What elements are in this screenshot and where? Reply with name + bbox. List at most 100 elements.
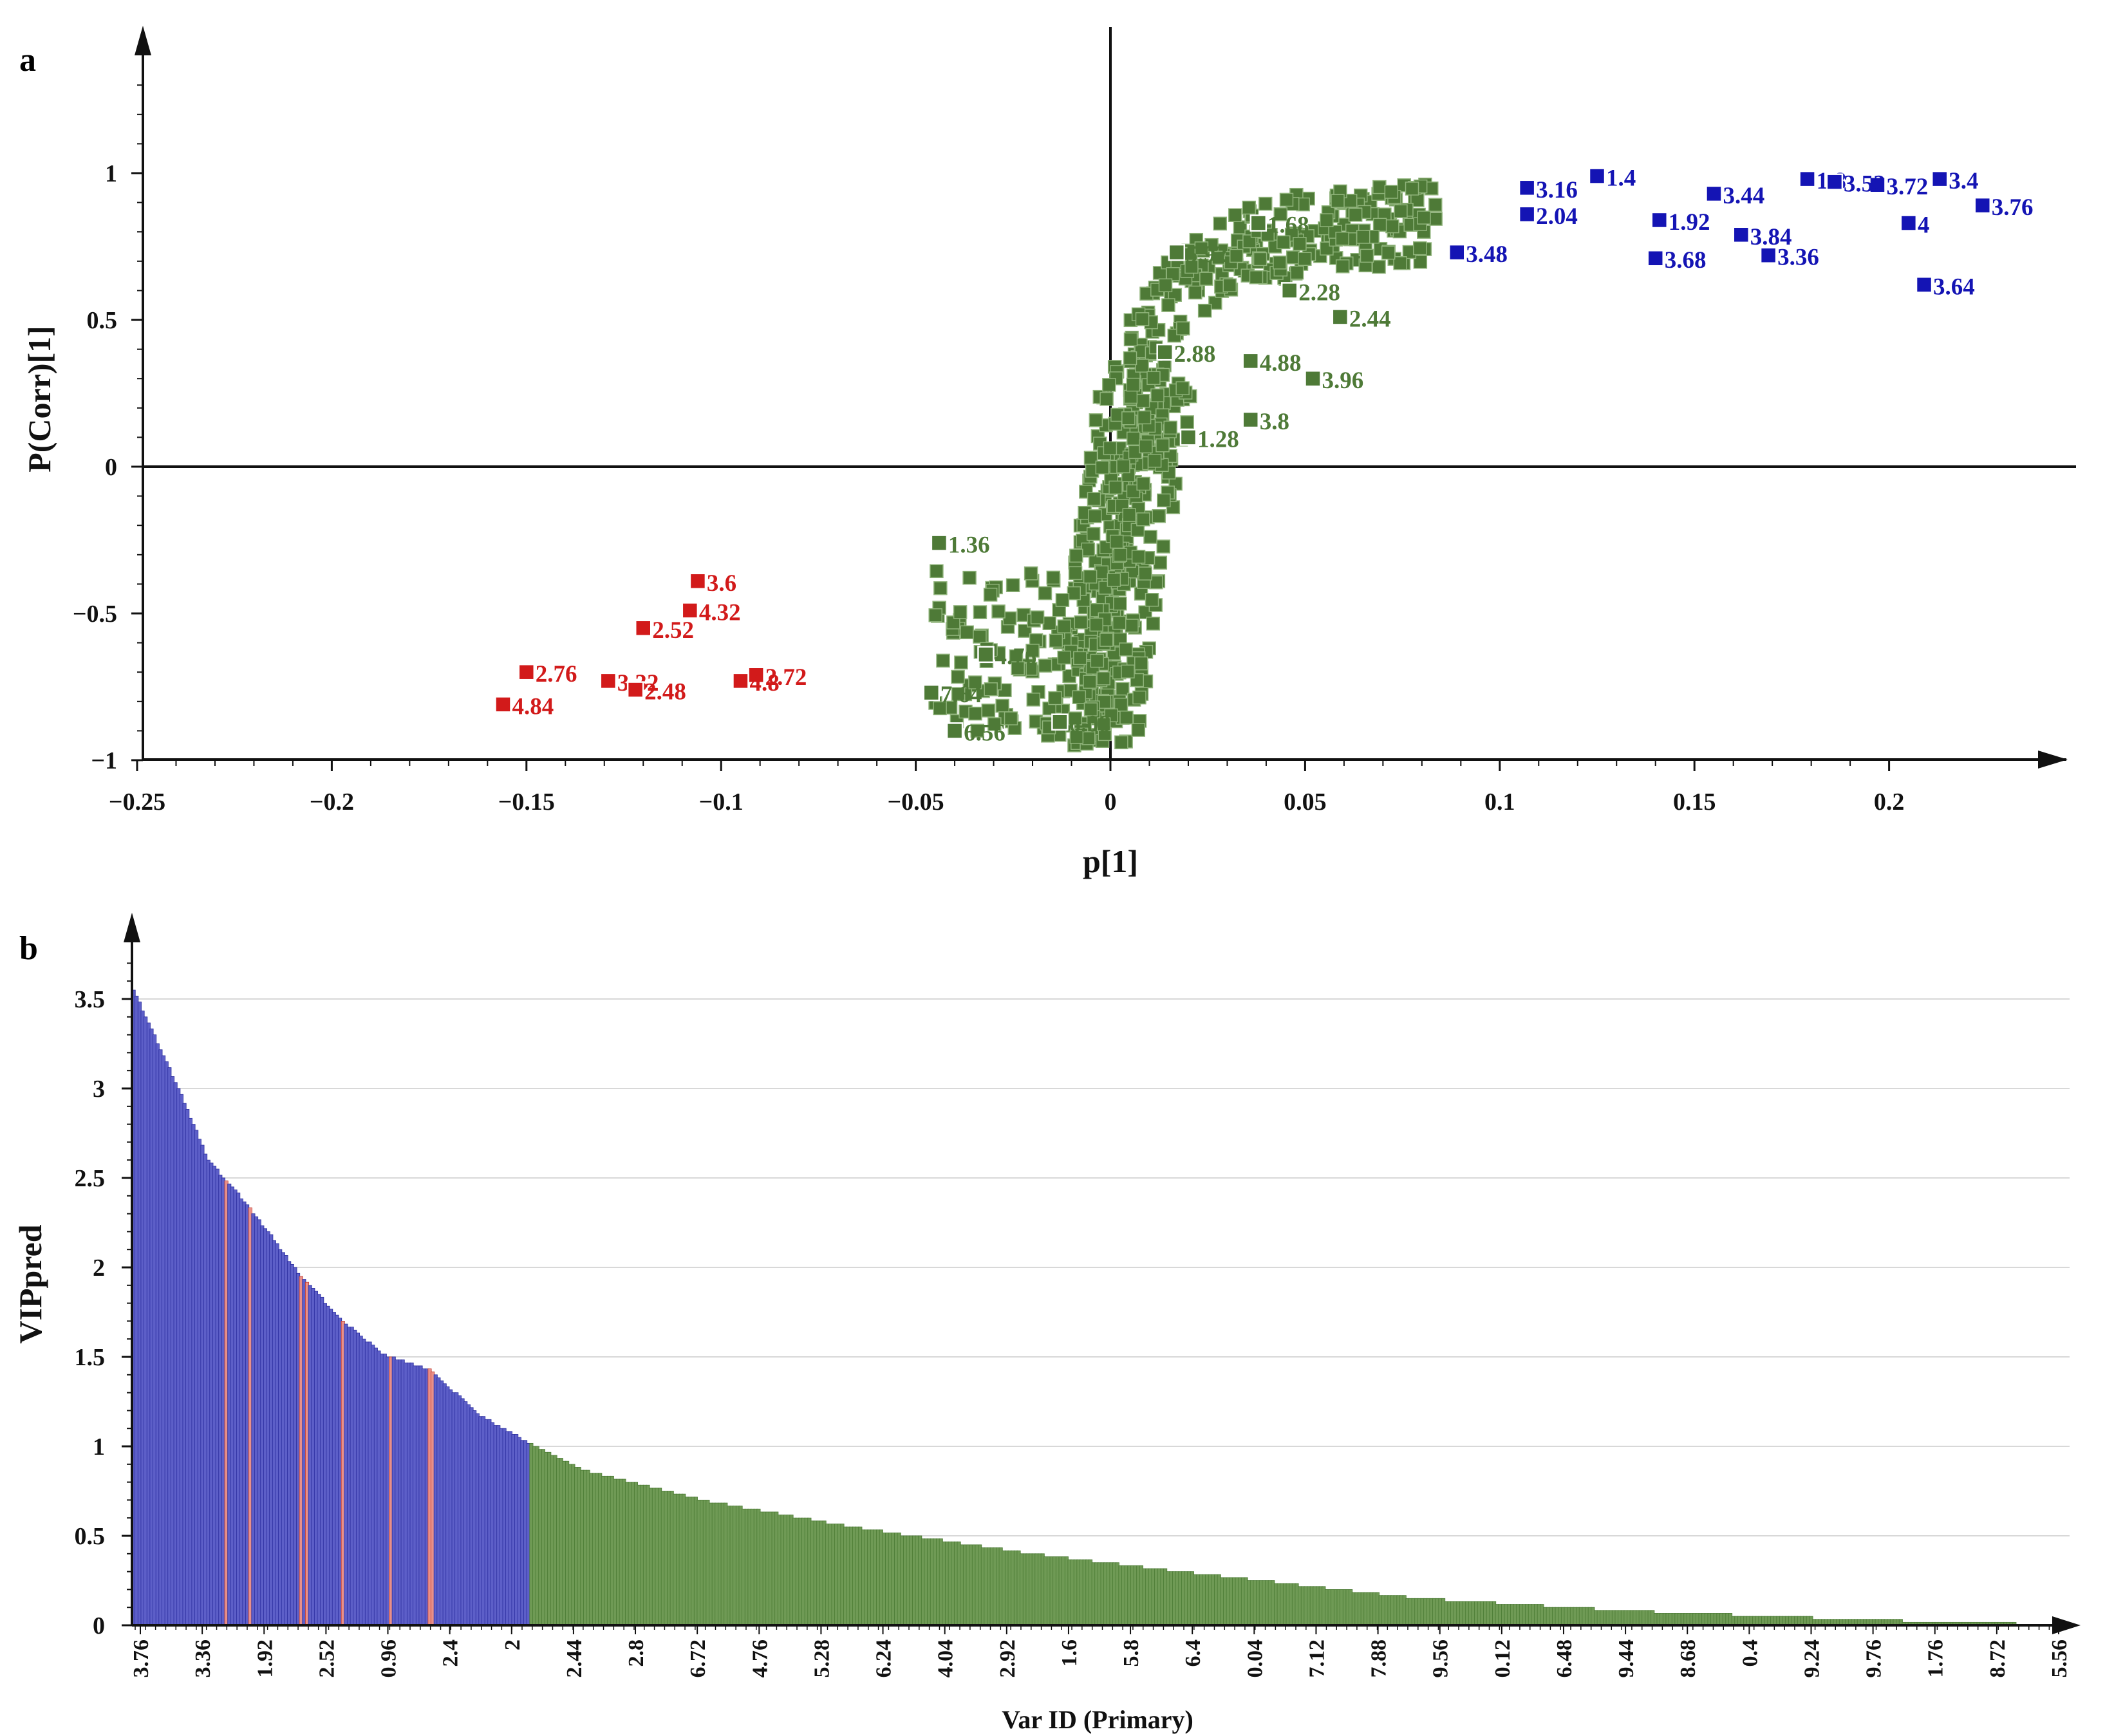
y-tick-label: 0.5 — [75, 1523, 106, 1550]
neutral-marker — [973, 605, 987, 619]
neutral-marker — [1125, 619, 1139, 633]
data-point-negative — [599, 672, 617, 690]
series-positive: 1.4 3.4 3.76 4 3.72 3.843.36 3.68 3.64 1.92 3.44 2… — [1448, 165, 2034, 300]
data-point-positive — [1974, 196, 1992, 214]
x-tick-label: 1.76 — [1924, 1639, 1948, 1678]
neutral-marker — [1147, 454, 1162, 468]
neutral-marker — [1096, 671, 1110, 686]
neutral-marker — [962, 570, 977, 585]
neutral-marker — [1024, 566, 1038, 581]
neutral-marker — [1069, 548, 1083, 563]
x-tick-label: 2.44 — [563, 1639, 586, 1678]
neutral-marker — [1293, 237, 1307, 251]
x-tick-label: 5.28 — [810, 1639, 834, 1678]
x-tick-label: 0 — [1105, 789, 1117, 816]
point-label: 3.68 — [1665, 247, 1707, 274]
neutral-marker — [951, 687, 966, 701]
x-tick-label: 3.36 — [191, 1639, 215, 1678]
neutral-marker — [1073, 651, 1087, 666]
neutral-marker — [1384, 185, 1399, 199]
neutral-marker — [1095, 460, 1110, 475]
y-axis-arrow — [124, 913, 140, 942]
data-point-positive — [1448, 243, 1466, 261]
neutral-marker — [1025, 644, 1040, 658]
data-point-positive — [1651, 211, 1669, 229]
neutral-marker — [1253, 252, 1268, 266]
neutral-marker — [1161, 298, 1175, 312]
neutral-marker — [1088, 509, 1102, 523]
point-label: 2.48 — [644, 679, 686, 705]
point-label: 2.52 — [652, 617, 694, 644]
neutral-marker — [1320, 213, 1334, 227]
neutral-marker — [1176, 321, 1190, 335]
data-point-positive — [1759, 247, 1777, 264]
neutral-marker — [1335, 259, 1350, 274]
neutral-marker — [1099, 392, 1114, 406]
y-tick-label: 3.5 — [75, 986, 106, 1013]
neutral-marker — [1011, 661, 1025, 675]
neutral-marker — [1113, 548, 1128, 562]
neutral-marker — [1135, 359, 1149, 373]
y-tick-label: 0.5 — [87, 307, 118, 334]
x-tick-label: 2.4 — [439, 1639, 463, 1667]
neutral-marker — [1184, 259, 1199, 274]
data-point-neutral — [946, 722, 964, 740]
neutral-marker — [1348, 208, 1363, 222]
neutral-marker — [1126, 377, 1141, 392]
neutral-marker — [933, 581, 948, 595]
neutral-marker — [1109, 480, 1123, 495]
neutral-marker — [930, 564, 944, 579]
point-label: 3.8 — [1260, 409, 1289, 435]
neutral-marker — [1137, 410, 1152, 425]
point-label: 5.92 — [1186, 241, 1228, 268]
neutral-marker — [970, 723, 985, 738]
data-point-negative — [634, 619, 652, 637]
neutral-marker — [1335, 231, 1349, 246]
x-axis-title: p[1] — [1083, 843, 1138, 879]
data-point-positive — [1732, 226, 1750, 244]
data-point-positive — [1518, 179, 1536, 197]
neutral-marker — [1114, 697, 1128, 712]
x-tick-label: 0.05 — [1284, 789, 1327, 816]
y-tick-label: −0.5 — [73, 601, 117, 628]
neutral-marker — [1194, 241, 1209, 256]
x-tick-label: −0.1 — [699, 789, 744, 816]
neutral-marker — [1090, 653, 1105, 668]
data-point-positive — [1647, 249, 1664, 267]
neutral-marker — [1112, 615, 1127, 630]
neutral-marker — [933, 701, 947, 716]
point-label: 4.84 — [512, 693, 554, 720]
neutral-marker — [1180, 415, 1194, 429]
point-label: 6.56 — [964, 720, 1006, 746]
x-tick-label: 2.8 — [624, 1639, 648, 1667]
neutral-marker — [1083, 451, 1098, 465]
neutral-marker — [1298, 252, 1312, 266]
x-axis-title: Var ID (Primary) — [1002, 1705, 1193, 1734]
data-point-negative — [732, 672, 749, 690]
neutral-marker — [1372, 259, 1386, 274]
point-label: 3.36 — [1777, 245, 1819, 271]
neutral-marker — [1138, 566, 1152, 581]
data-point-positive — [1799, 170, 1816, 188]
series-negative: 3.64.322.522.763.322.484.842.724.8 — [494, 570, 807, 720]
x-tick-label: −0.15 — [498, 789, 555, 816]
neutral-marker — [1428, 212, 1443, 226]
x-tick-label: 1.92 — [253, 1639, 277, 1678]
neutral-marker — [1096, 717, 1111, 731]
point-label: 3.84 — [1750, 224, 1792, 250]
neutral-marker — [1049, 633, 1063, 648]
neutral-marker — [995, 698, 1009, 713]
neutral-marker — [1213, 216, 1228, 231]
point-label: 1.92 — [1669, 209, 1710, 236]
neutral-marker — [1116, 682, 1130, 696]
neutral-marker — [1136, 512, 1150, 527]
x-tick-label: 7.12 — [1305, 1639, 1329, 1678]
point-label: 1.28 — [1197, 426, 1239, 453]
data-point-neutral — [1051, 713, 1069, 731]
x-tick-label: 2 — [501, 1639, 525, 1650]
neutral-marker — [1289, 265, 1304, 280]
neutral-marker — [1146, 371, 1161, 386]
neutral-marker — [954, 655, 968, 670]
x-axis-arrow — [2052, 1616, 2081, 1634]
x-axis-arrow — [2038, 751, 2068, 769]
